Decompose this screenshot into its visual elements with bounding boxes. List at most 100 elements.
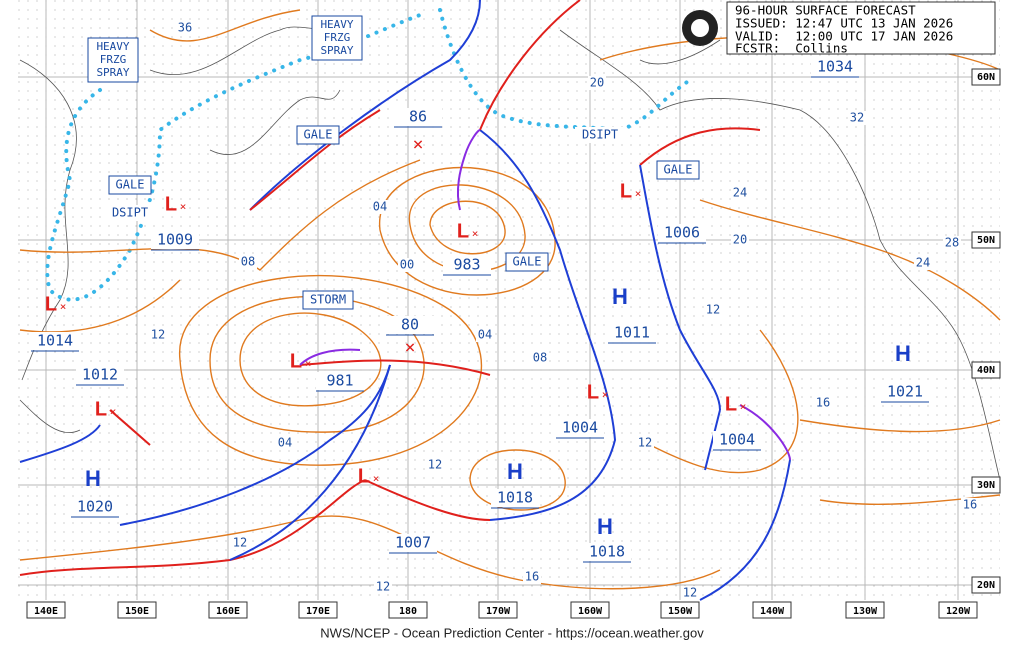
isobar-label: 20 <box>590 76 604 90</box>
isobar-label-bg <box>961 498 979 512</box>
lon-label-box <box>26 601 66 619</box>
lon-label: 160W <box>578 606 603 617</box>
pressure-label: 86 <box>409 108 427 126</box>
pressure-label: 1012 <box>82 366 118 384</box>
high-symbol: H <box>612 284 628 309</box>
low-x: × <box>472 227 479 240</box>
isobar-label: 16 <box>525 570 539 584</box>
low-symbol: L <box>725 393 737 415</box>
isobar-label-bg <box>276 436 294 450</box>
warning-box <box>296 125 340 145</box>
lat-label-box <box>971 68 1001 86</box>
isobar-label: 24 <box>916 256 930 270</box>
lon-label-box <box>938 601 978 619</box>
lat-label-box <box>971 231 1001 249</box>
warning-bg <box>575 127 625 143</box>
noaa-logo-inner <box>691 19 709 37</box>
warning-box <box>302 290 354 310</box>
low-x: × <box>60 300 67 313</box>
header-box <box>726 1 996 55</box>
warning-label: GALE <box>664 163 693 177</box>
low-x: × <box>602 388 609 401</box>
lon-label-box <box>208 601 248 619</box>
isobar-label: 00 <box>400 258 414 272</box>
pressure-label-bg <box>31 332 79 350</box>
low-x: × <box>635 187 642 200</box>
lon-label: 150E <box>125 606 149 617</box>
isobar-label: 12 <box>683 586 697 600</box>
pressure-label-bg <box>608 324 656 342</box>
isobar-label: 28 <box>945 236 959 250</box>
lat-label-box <box>971 476 1001 494</box>
lon-label: 130W <box>853 606 878 617</box>
fronts <box>19 0 791 601</box>
isobar-label: 04 <box>278 436 292 450</box>
isobar-label-bg <box>681 586 699 600</box>
isobar-label-bg <box>371 200 389 214</box>
high-symbol: H <box>895 341 911 366</box>
isobar-label: 16 <box>963 498 977 512</box>
pressure-label: 1014 <box>37 332 73 350</box>
isobar-label-bg <box>239 255 257 269</box>
header-title: 96-HOUR SURFACE FORECAST <box>735 3 916 18</box>
isobar-label-bg <box>176 21 194 35</box>
lon-label: 160E <box>216 606 240 617</box>
high-symbol: H <box>85 466 101 491</box>
isobar-label-bg <box>588 76 606 90</box>
low-symbol: L <box>457 220 469 242</box>
lat-label: 50N <box>977 235 995 246</box>
isobar-label-bg <box>374 580 392 594</box>
lat-label: 60N <box>977 72 995 83</box>
isobar-label: 12 <box>233 536 247 550</box>
pressure-label-bg <box>583 543 631 561</box>
isobar-label: 24 <box>733 186 747 200</box>
warning-box <box>656 160 700 180</box>
lon-label: 170E <box>306 606 330 617</box>
isobar-label: 12 <box>376 580 390 594</box>
warning-label: GALE <box>513 255 542 269</box>
low-symbol: L <box>290 350 302 372</box>
isobar-label-bg <box>231 536 249 550</box>
pressure-label: 1020 <box>77 498 113 516</box>
isobar-label-bg <box>943 236 961 250</box>
pressure-label-bg <box>389 534 437 552</box>
pressure-label-bg <box>394 108 442 126</box>
pressure-label-bg <box>491 489 539 507</box>
pressure-label: 1004 <box>719 431 755 449</box>
isobar-label-bg <box>731 186 749 200</box>
pressure-label: 1018 <box>589 543 625 561</box>
isobar-label-bg <box>814 396 832 410</box>
lat-label: 40N <box>977 365 995 376</box>
pressure-label-bg <box>443 256 491 274</box>
isobar-label: 04 <box>478 328 492 342</box>
warning-line: FRZG <box>100 53 127 66</box>
low-symbol: L <box>358 465 370 487</box>
pressure-label: 80 <box>401 316 419 334</box>
low-symbol: L <box>587 381 599 403</box>
isobar-label: 12 <box>638 436 652 450</box>
lon-label: 140E <box>34 606 58 617</box>
footer-credit: NWS/NCEP - Ocean Prediction Center - htt… <box>320 625 704 640</box>
warning-box <box>87 37 139 83</box>
isobar-label: 08 <box>241 255 255 269</box>
lon-label-box <box>478 601 518 619</box>
warning-line: HEAVY <box>96 40 129 53</box>
pressure-label: 1009 <box>157 231 193 249</box>
warning-box <box>108 175 152 195</box>
lat-label: 20N <box>977 580 995 591</box>
lon-label: 180 <box>399 606 417 617</box>
pressure-label: 1018 <box>497 489 533 507</box>
lon-label-box <box>660 601 700 619</box>
isobar-label-bg <box>704 303 722 317</box>
lon-label-box <box>752 601 792 619</box>
pressure-label-bg <box>386 316 434 334</box>
isobar-label-bg <box>914 256 932 270</box>
high-symbol: H <box>597 514 613 539</box>
pressure-label-bg <box>556 419 604 437</box>
annotations: 140E 150E 160E 170E 180 170W 160W 150W 140W 130W 1… <box>26 15 1001 619</box>
isobar-label: 36 <box>178 21 192 35</box>
low-symbol: L <box>620 180 632 202</box>
low-symbol: L <box>165 193 177 215</box>
warning-label: GALE <box>116 178 145 192</box>
warning-bg <box>105 205 155 221</box>
